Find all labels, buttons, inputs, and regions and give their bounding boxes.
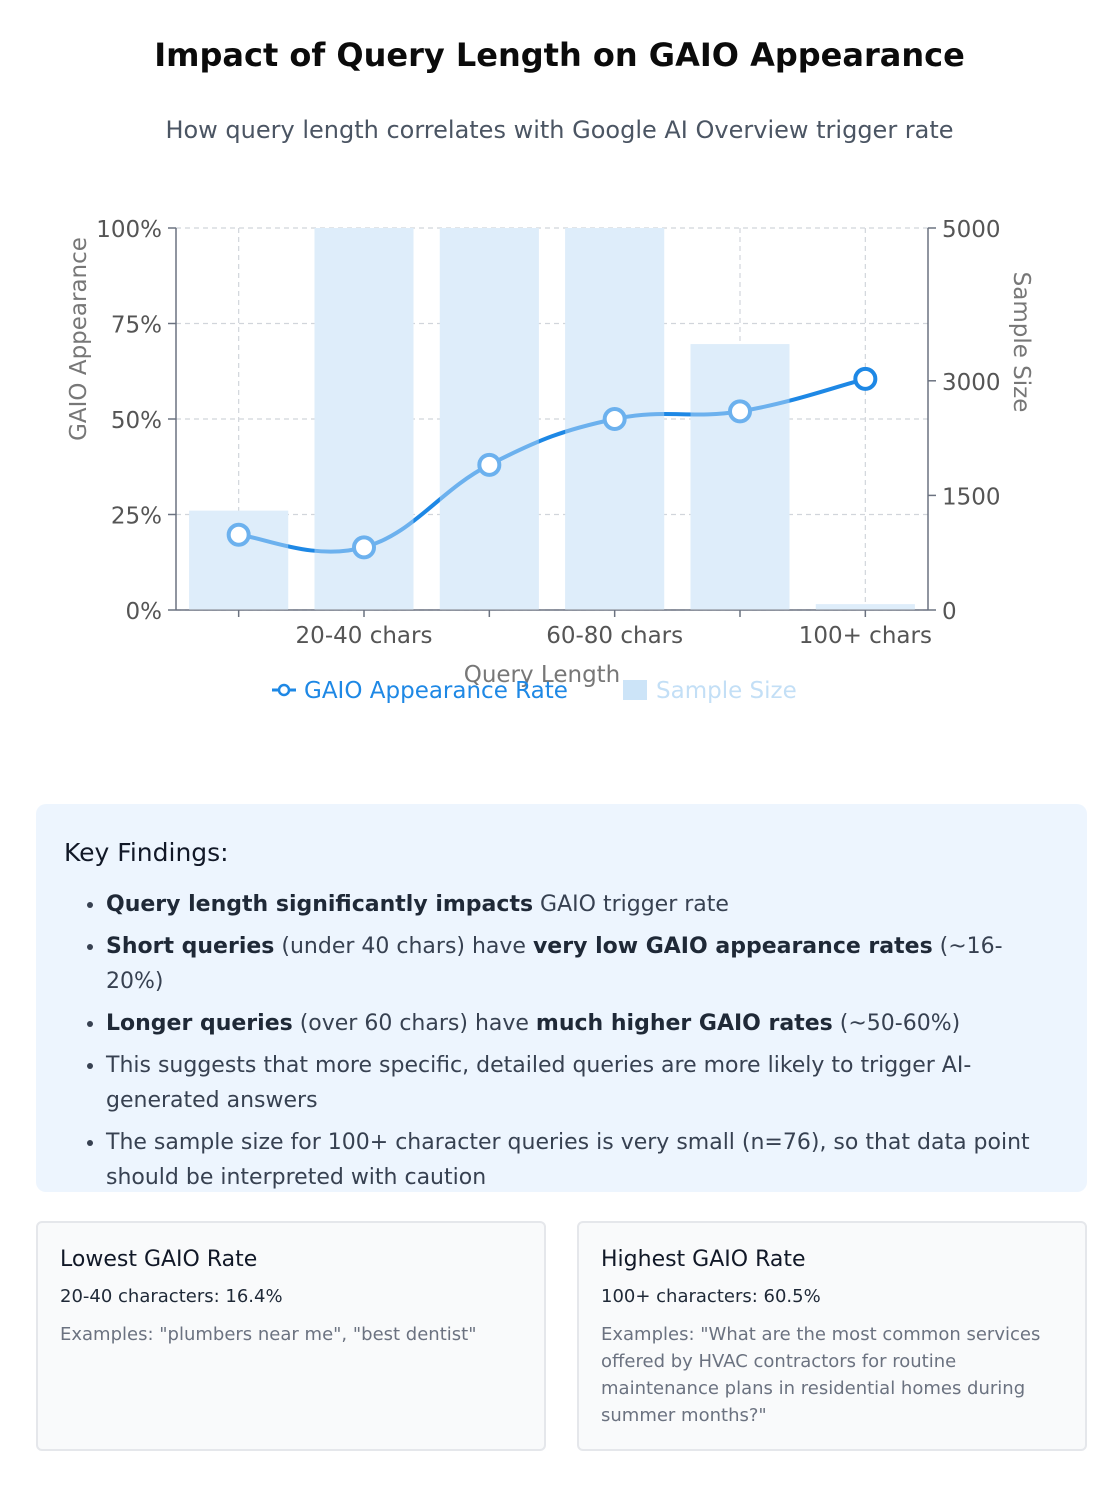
chart-grid <box>176 227 928 611</box>
gaio-rate-line <box>189 228 915 610</box>
sample-size-bars <box>189 228 915 610</box>
lowest-rate-examples: Examples: "plumbers near me", "best dent… <box>60 1324 477 1345</box>
left-tick-label: 100% <box>96 217 162 243</box>
lowest-rate-value: 16.4% <box>225 1286 283 1307</box>
legend-label-sample-size: Sample Size <box>656 678 797 704</box>
sample-size-bar <box>690 344 790 610</box>
right-tick-label: 3000 <box>942 370 1001 396</box>
gaio-rate-point <box>477 452 502 477</box>
bar-overlay <box>690 344 790 610</box>
left-tick-label: 0% <box>126 599 163 625</box>
finding-item: The sample size for 100+ character queri… <box>106 1125 1057 1195</box>
gaio-rate-point <box>352 535 376 560</box>
legend-bar-swatch <box>623 680 647 700</box>
gaio-rate-point <box>602 407 627 431</box>
x-tick-label: 20-40 chars <box>296 623 433 649</box>
chart-axes <box>168 227 936 617</box>
gaio-rate-point <box>728 399 752 424</box>
highest-rate-examples: Examples: "What are the most common serv… <box>601 1324 1041 1426</box>
gaio-rate-line-segment <box>488 417 616 467</box>
gaio-rate-line-segment <box>614 409 741 421</box>
right-tick-label: 0 <box>942 599 957 625</box>
lowest-rate-title: Lowest GAIO Rate <box>60 1247 258 1272</box>
lowest-rate-stat: 20-40 characters: 16.4% <box>60 1286 283 1307</box>
bar-overlay <box>314 228 414 610</box>
gaio-rate-line-segment <box>363 463 491 550</box>
legend-label-gaio-rate: GAIO Appearance Rate <box>304 678 568 704</box>
bar-overlay <box>565 228 665 610</box>
right-axis-title: Sample Size <box>1008 272 1034 413</box>
sample-size-bar <box>815 604 915 610</box>
highest-rate-stat: 100+ characters: 60.5% <box>601 1286 821 1307</box>
bar-overlay <box>189 510 289 610</box>
highest-rate-title: Highest GAIO Rate <box>601 1247 806 1272</box>
query-length-chart: 0% 25% 50% 75% 100% 0 1500 3000 5000 20-40 chars 6… <box>66 217 1034 704</box>
chart-legend[interactable]: GAIO Appearance Rate Sample Size <box>272 678 797 704</box>
left-tick-label: 25% <box>111 504 162 530</box>
key-findings-list: Query length significantly impacts GAIO … <box>64 887 1057 1195</box>
finding-item: Query length significantly impacts GAIO … <box>106 887 1057 922</box>
finding-item: This suggests that more specific, detail… <box>106 1048 1057 1118</box>
x-tick-label: 100+ chars <box>799 623 932 649</box>
right-tick-label: 1500 <box>942 484 1001 510</box>
page-title: Impact of Query Length on GAIO Appearanc… <box>154 36 965 74</box>
right-tick-label: 5000 <box>942 217 1001 243</box>
gaio-rate-point <box>853 366 878 391</box>
left-tick-label: 50% <box>111 408 162 434</box>
finding-item: Short queries (under 40 chars) have very… <box>106 929 1057 999</box>
page-subtitle: How query length correlates with Google … <box>165 116 954 144</box>
left-tick-label: 75% <box>111 313 162 339</box>
chart-labels: 0% 25% 50% 75% 100% 0 1500 3000 5000 20-40 chars 6… <box>66 217 1034 688</box>
left-axis-title: GAIO Appearance <box>66 237 92 441</box>
bar-overlay <box>815 604 915 610</box>
bar-overlay <box>439 228 539 610</box>
legend-line-marker <box>277 683 291 697</box>
finding-item: Longer queries (over 60 chars) have much… <box>106 1006 1057 1041</box>
highest-rate-card: Highest GAIO Rate 100+ characters: 60.5%… <box>577 1221 1087 1451</box>
key-findings-panel: Key Findings: Query length significantly… <box>36 804 1087 1192</box>
x-tick-label: 60-80 chars <box>546 623 683 649</box>
lowest-rate-card: Lowest GAIO Rate 20-40 characters: 16.4%… <box>36 1221 546 1451</box>
key-findings-heading: Key Findings: <box>64 838 229 867</box>
sample-size-bar <box>439 228 539 610</box>
highest-rate-value: 60.5% <box>763 1286 821 1307</box>
x-axis-title: Query Length <box>464 662 621 688</box>
gaio-rate-point <box>226 522 251 547</box>
